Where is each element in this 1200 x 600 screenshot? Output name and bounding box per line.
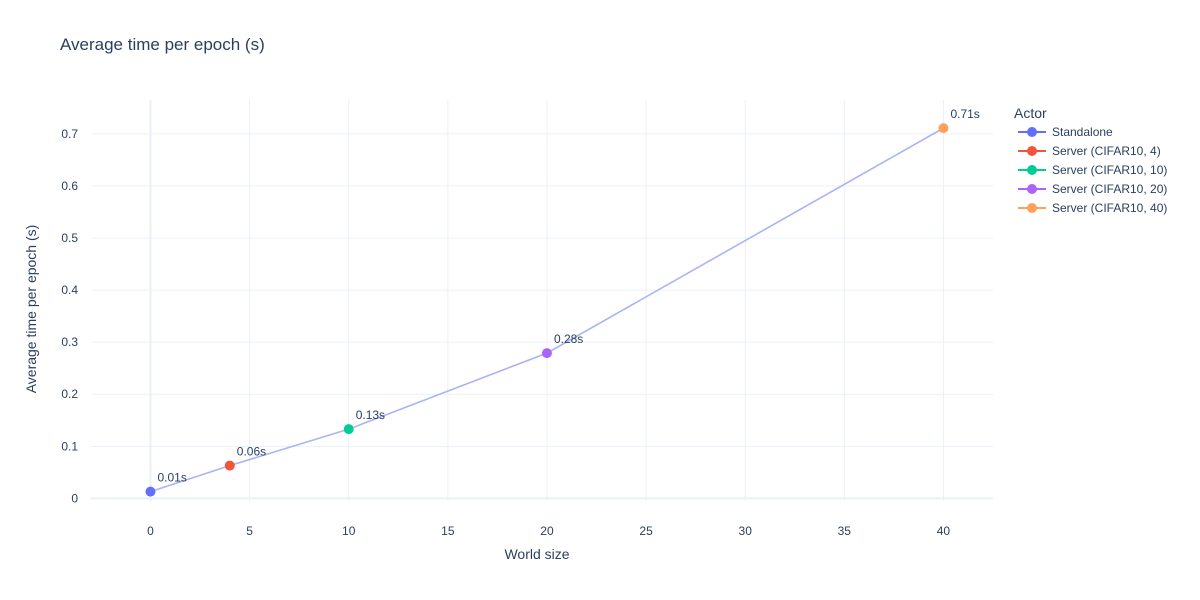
y-tick-label: 0.3 — [61, 335, 78, 349]
legend-item[interactable]: Server (CIFAR10, 4) — [1018, 144, 1161, 158]
x-tick-label: 20 — [540, 524, 554, 538]
legend-item[interactable]: Server (CIFAR10, 20) — [1018, 182, 1167, 196]
legend-item[interactable]: Standalone — [1018, 125, 1113, 139]
x-axis-title: World size — [504, 546, 569, 562]
x-tick-label: 10 — [342, 524, 356, 538]
legend-title: Actor — [1014, 105, 1047, 121]
data-point[interactable] — [938, 123, 949, 134]
y-tick-label: 0.6 — [61, 179, 78, 193]
y-tick-label: 0.2 — [61, 387, 78, 401]
legend-label: Server (CIFAR10, 40) — [1052, 201, 1167, 215]
x-axis-ticks: 0 5 10 15 20 25 30 35 40 — [147, 524, 950, 538]
data-label: 0.71s — [950, 107, 979, 121]
legend-label: Server (CIFAR10, 20) — [1052, 182, 1167, 196]
x-tick-label: 35 — [838, 524, 852, 538]
legend-marker-icon — [1027, 184, 1037, 194]
legend-marker-icon — [1027, 146, 1037, 156]
legend-label: Server (CIFAR10, 10) — [1052, 163, 1167, 177]
legend[interactable]: Actor Standalone Server (CIFAR10, 4) Serve… — [1014, 105, 1167, 215]
y-axis-ticks: 0 0.1 0.2 0.3 0.4 0.5 0.6 0.7 — [61, 127, 78, 506]
legend-label: Server (CIFAR10, 4) — [1052, 144, 1161, 158]
legend-label: Standalone — [1052, 125, 1113, 139]
y-tick-label: 0.5 — [61, 231, 78, 245]
legend-marker-icon — [1027, 127, 1037, 137]
y-tick-label: 0.4 — [61, 283, 78, 297]
legend-item[interactable]: Server (CIFAR10, 40) — [1018, 201, 1167, 215]
data-point[interactable] — [541, 348, 552, 359]
data-labels: 0.01s 0.06s 0.13s 0.28s 0.71s — [157, 107, 979, 485]
y-tick-label: 0.7 — [61, 127, 78, 141]
data-point[interactable] — [224, 460, 235, 471]
grid-lines — [91, 100, 993, 501]
data-label: 0.06s — [237, 445, 266, 459]
data-point[interactable] — [343, 424, 354, 435]
x-tick-label: 5 — [246, 524, 253, 538]
x-tick-label: 0 — [147, 524, 154, 538]
x-tick-label: 25 — [639, 524, 653, 538]
x-tick-label: 40 — [937, 524, 951, 538]
y-axis-title: Average time per epoch (s) — [23, 225, 39, 394]
legend-marker-icon — [1027, 203, 1037, 213]
data-label: 0.28s — [554, 332, 583, 346]
x-tick-label: 30 — [739, 524, 753, 538]
x-tick-label: 15 — [441, 524, 455, 538]
data-label: 0.01s — [157, 471, 186, 485]
data-points — [145, 123, 949, 497]
legend-item[interactable]: Server (CIFAR10, 10) — [1018, 163, 1167, 177]
data-label: 0.13s — [356, 408, 385, 422]
chart-title: Average time per epoch (s) — [60, 35, 265, 54]
data-point[interactable] — [145, 486, 156, 497]
y-tick-label: 0 — [71, 491, 78, 505]
y-tick-label: 0.1 — [61, 439, 78, 453]
legend-marker-icon — [1027, 165, 1037, 175]
